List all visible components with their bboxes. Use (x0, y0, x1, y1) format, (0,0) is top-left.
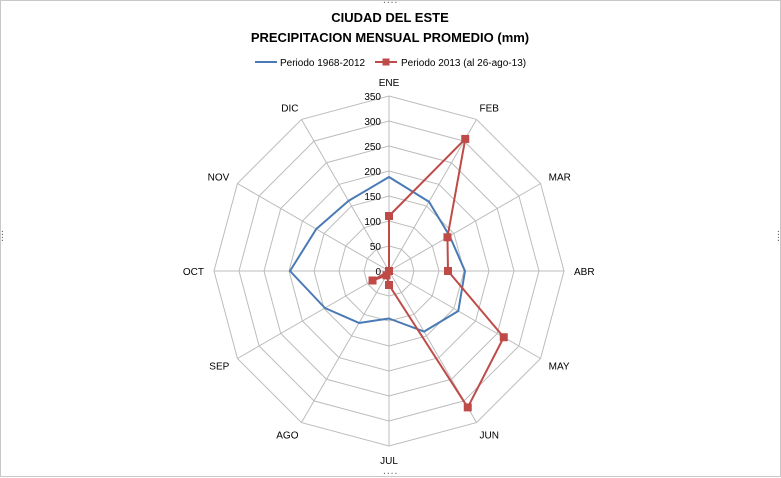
spoke-may (388, 270, 541, 359)
r-tick-label-50: 50 (370, 242, 382, 253)
legend-label-series-1: Periodo 1968-2012 (280, 58, 366, 69)
r-tick-label-0: 0 (375, 267, 381, 278)
category-label-may: MAY (549, 362, 570, 373)
series-2-point-sep (368, 276, 377, 285)
radial-tick-labels: 0 50 100 150 200 250 300 350 (364, 92, 381, 278)
series-2-point-may (499, 333, 508, 342)
r-tick-label-350: 350 (364, 92, 381, 103)
legend-label-series-2: Periodo 2013 (al 26-ago-13) (401, 58, 526, 69)
category-label-dic: DIC (281, 103, 298, 114)
series-group (289, 134, 508, 412)
category-label-jul: JUL (380, 456, 398, 467)
resize-handle-bottom[interactable]: ···· (382, 469, 398, 478)
r-tick-label-250: 250 (364, 142, 381, 153)
spoke-feb (388, 119, 477, 272)
spoke-mar (388, 183, 541, 272)
spoke-dic (301, 119, 390, 272)
series-2-point-dic (385, 267, 393, 275)
chart-title: CIUDAD DEL ESTE (331, 10, 449, 25)
series-2-point-mar (443, 233, 452, 242)
category-label-mar: MAR (549, 173, 571, 184)
spoke-sep (237, 270, 390, 359)
category-label-ene: ENE (379, 78, 400, 89)
legend: Periodo 1968-2012 Periodo 2013 (al 26-ag… (255, 58, 526, 69)
category-label-oct: OCT (183, 267, 204, 278)
category-label-feb: FEB (480, 103, 500, 114)
category-label-jun: JUN (480, 431, 499, 442)
r-tick-label-100: 100 (364, 217, 381, 228)
resize-handle-top[interactable]: ···· (382, 0, 398, 7)
spoke-ago (301, 270, 390, 423)
legend-marker-series-2 (382, 58, 390, 66)
series-2-point-ago (382, 271, 391, 280)
category-label-ago: AGO (276, 431, 298, 442)
series-2-point-ene (385, 212, 393, 220)
chart-subtitle: PRECIPITACION MENSUAL PROMEDIO (mm) (251, 30, 529, 45)
resize-handle-left[interactable]: :: (0, 228, 5, 243)
series-2-point-abr (444, 267, 452, 275)
spoke-nov (237, 183, 390, 272)
series-2-point-jul (385, 281, 393, 289)
category-labels: ENE FEB MAR ABR MAY JUN JUL AGO SEP OCT NOV DIC (183, 78, 595, 467)
series-2-point-jun (463, 403, 472, 412)
category-label-sep: SEP (209, 362, 229, 373)
category-label-nov: NOV (208, 173, 230, 184)
r-tick-label-200: 200 (364, 167, 381, 178)
r-tick-label-150: 150 (364, 192, 381, 203)
series-2-point-feb (461, 134, 470, 143)
r-tick-label-300: 300 (364, 117, 381, 128)
resize-handle-right[interactable]: :: (776, 228, 781, 243)
category-label-abr: ABR (574, 267, 595, 278)
radar-spokes (214, 96, 564, 446)
